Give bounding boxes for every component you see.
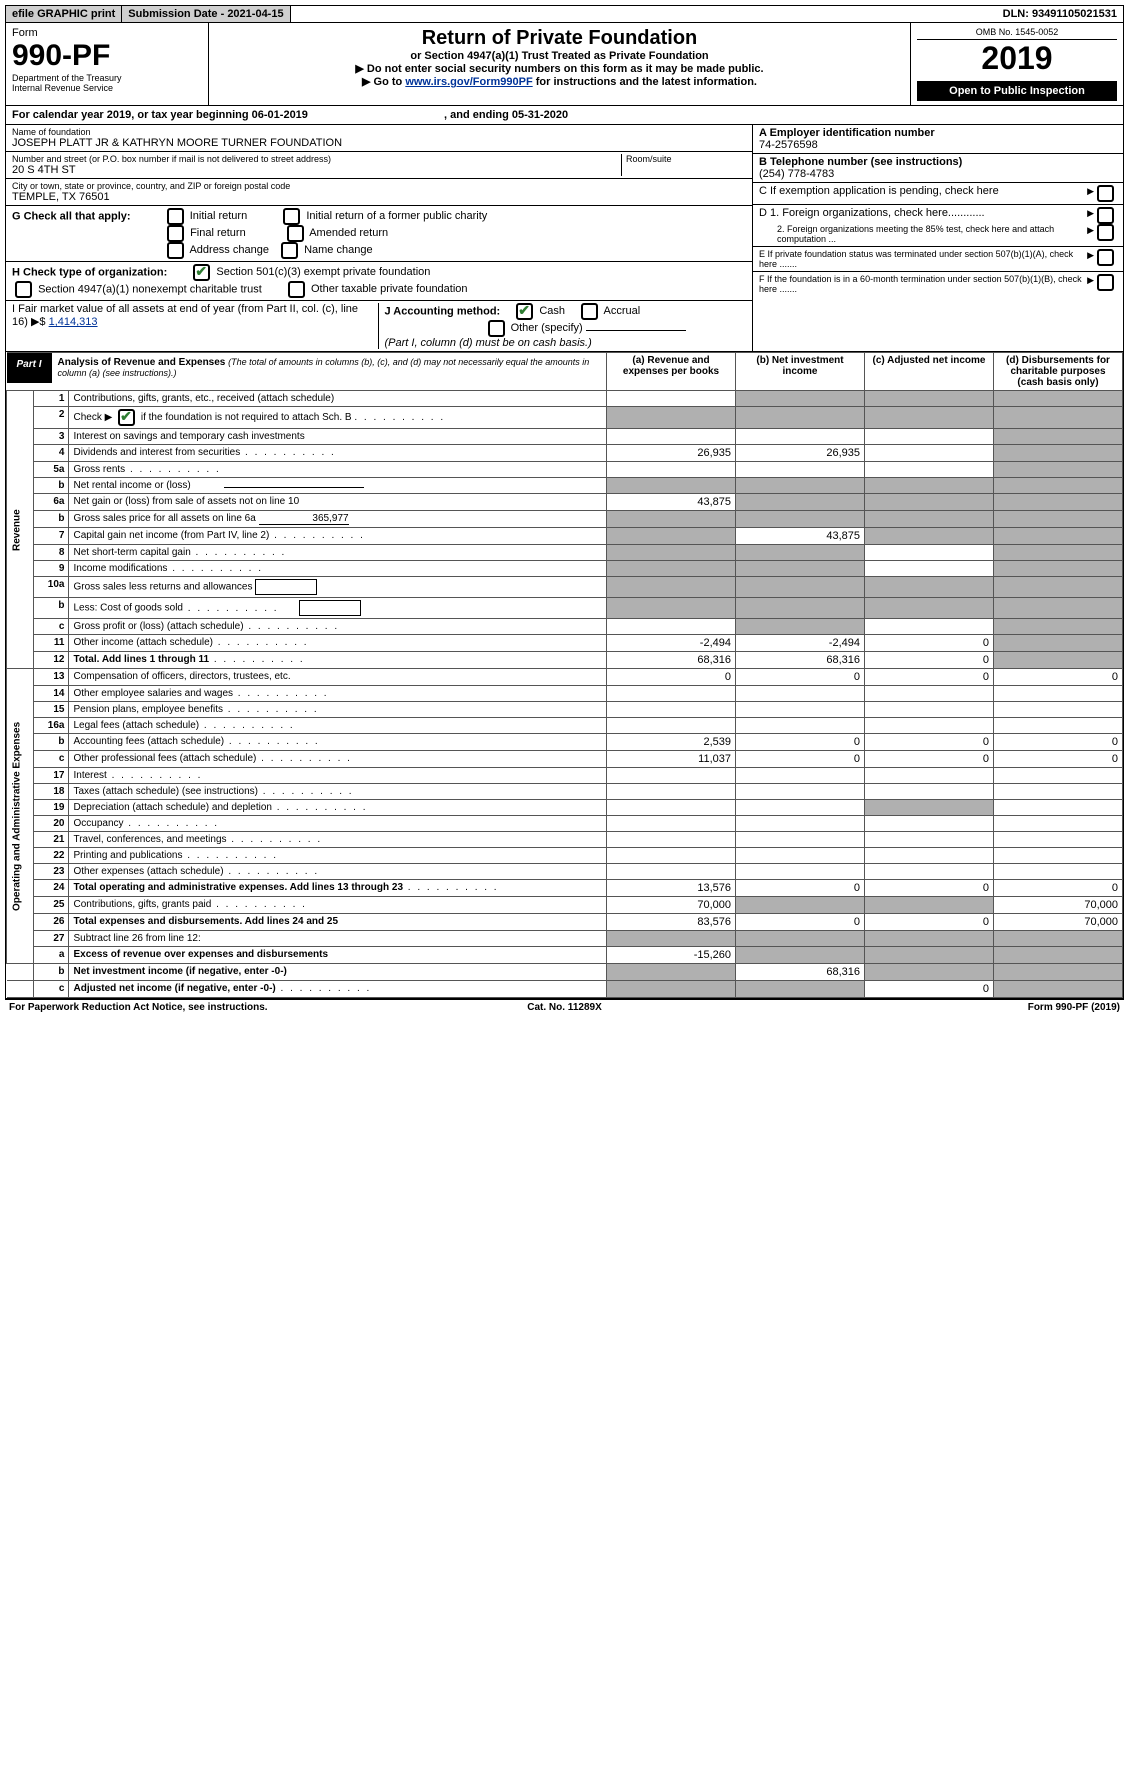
cb-4947[interactable] [15, 281, 32, 298]
cb-other-acct[interactable] [488, 320, 505, 337]
efile-btn[interactable]: efile GRAPHIC print [6, 6, 122, 22]
form-title: Return of Private Foundation [215, 27, 904, 50]
subdate-btn[interactable]: Submission Date - 2021-04-15 [122, 6, 290, 22]
cb-othertax[interactable] [288, 281, 305, 298]
form-rev: Form 990-PF (2019) [750, 1002, 1120, 1013]
part-i: Part I Analysis of Revenue and Expenses … [5, 352, 1124, 999]
cb-accrual[interactable] [581, 303, 598, 320]
cb-addrchange[interactable] [167, 242, 184, 259]
cb-namechange[interactable] [281, 242, 298, 259]
cb-final[interactable] [167, 225, 184, 242]
room-label: Room/suite [626, 154, 746, 164]
cb-amended[interactable] [287, 225, 304, 242]
cb-e[interactable] [1097, 249, 1114, 266]
dept: Department of the Treasury [12, 73, 202, 83]
cb-initial-former[interactable] [283, 208, 300, 225]
col-d: (d) Disbursements for charitable purpose… [994, 353, 1123, 391]
pra-notice: For Paperwork Reduction Act Notice, see … [9, 1002, 379, 1013]
calendar-year: For calendar year 2019, or tax year begi… [5, 106, 1124, 125]
cb-501c3[interactable] [193, 264, 210, 281]
address: 20 S 4TH ST [12, 164, 621, 176]
cb-c[interactable] [1097, 185, 1114, 202]
warn1: ▶ Do not enter social security numbers o… [215, 62, 904, 75]
form-subtitle: or Section 4947(a)(1) Trust Treated as P… [215, 50, 904, 62]
e-label: E If private foundation status was termi… [759, 249, 1087, 269]
b-label: B Telephone number (see instructions) [759, 156, 962, 168]
cb-initial[interactable] [167, 208, 184, 225]
analysis-table: Part I Analysis of Revenue and Expenses … [6, 352, 1123, 998]
c-label: C If exemption application is pending, c… [759, 185, 1087, 202]
cb-schb[interactable] [118, 409, 135, 426]
form-number: 990-PF [12, 39, 202, 73]
foundation-name: JOSEPH PLATT JR & KATHRYN MOORE TURNER F… [12, 137, 746, 149]
tax-year: 2019 [917, 40, 1117, 77]
name-label: Name of foundation [12, 127, 746, 137]
entity-grid: Name of foundation JOSEPH PLATT JR & KAT… [5, 125, 1124, 352]
col-a: (a) Revenue and expenses per books [607, 353, 736, 391]
f-label: F If the foundation is in a 60-month ter… [759, 274, 1087, 294]
j-note: (Part I, column (d) must be on cash basi… [385, 337, 592, 349]
cb-d2[interactable] [1097, 224, 1114, 241]
g-label: G Check all that apply: [12, 210, 131, 222]
phone: (254) 778-4783 [759, 168, 834, 180]
irs: Internal Revenue Service [12, 83, 202, 93]
dln: DLN: 93491105021531 [997, 6, 1123, 22]
form-header: Form 990-PF Department of the Treasury I… [5, 23, 1124, 106]
form-label: Form [12, 27, 202, 39]
open-public: Open to Public Inspection [917, 81, 1117, 101]
cb-d1[interactable] [1097, 207, 1114, 224]
cb-f[interactable] [1097, 274, 1114, 291]
city: TEMPLE, TX 76501 [12, 191, 746, 203]
addr-label: Number and street (or P.O. box number if… [12, 154, 621, 164]
city-label: City or town, state or province, country… [12, 181, 746, 191]
expenses-side: Operating and Administrative Expenses [7, 669, 34, 964]
j-label: J Accounting method: [385, 305, 501, 317]
cb-cash[interactable] [516, 303, 533, 320]
h-label: H Check type of organization: [12, 266, 167, 278]
d1-label: D 1. Foreign organizations, check here..… [759, 207, 1087, 224]
top-bar: efile GRAPHIC print Submission Date - 20… [5, 5, 1124, 23]
cat-no: Cat. No. 11289X [379, 1002, 749, 1013]
footer: For Paperwork Reduction Act Notice, see … [5, 999, 1124, 1015]
col-c: (c) Adjusted net income [865, 353, 994, 391]
irs-link[interactable]: www.irs.gov/Form990PF [405, 76, 532, 88]
i-val[interactable]: 1,414,313 [49, 316, 98, 328]
warn2: ▶ Go to www.irs.gov/Form990PF for instru… [215, 75, 904, 88]
omb: OMB No. 1545-0052 [917, 27, 1117, 40]
d2-label: 2. Foreign organizations meeting the 85%… [759, 224, 1087, 244]
a-label: A Employer identification number [759, 127, 935, 139]
ein: 74-2576598 [759, 139, 818, 151]
col-b: (b) Net investment income [736, 353, 865, 391]
part-label: Part I [7, 353, 52, 383]
revenue-side: Revenue [7, 391, 34, 669]
